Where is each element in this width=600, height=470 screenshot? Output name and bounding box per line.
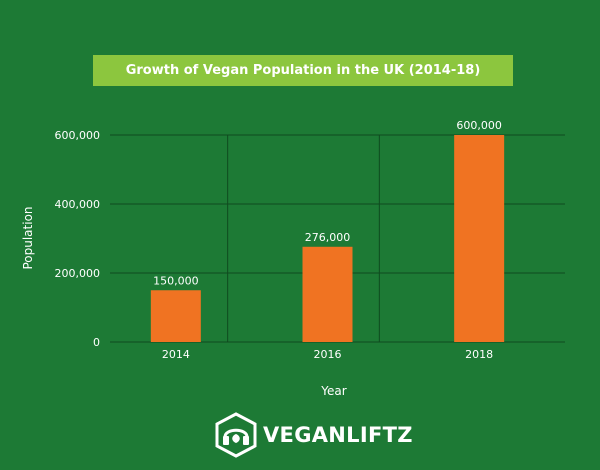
x-axis-title: Year bbox=[320, 384, 346, 398]
bar bbox=[302, 246, 353, 342]
bar bbox=[454, 135, 505, 342]
y-axis-title: Population bbox=[21, 206, 35, 269]
y-tick-label: 0 bbox=[93, 336, 100, 349]
brand-name: VEGANLIFTZ bbox=[263, 423, 413, 447]
x-tick-label: 2016 bbox=[314, 348, 342, 361]
data-label: 600,000 bbox=[456, 119, 502, 132]
x-tick-label: 2018 bbox=[465, 348, 493, 361]
y-tick-label: 400,000 bbox=[55, 198, 101, 211]
bar bbox=[150, 290, 201, 342]
veganliftz-logo-icon bbox=[215, 412, 257, 458]
data-label: 276,000 bbox=[305, 231, 351, 244]
y-tick-label: 200,000 bbox=[55, 267, 101, 280]
data-label: 150,000 bbox=[153, 274, 199, 287]
chart-title: Growth of Vegan Population in the UK (20… bbox=[93, 55, 513, 86]
veganliftz-logo: VEGANLIFTZ bbox=[213, 412, 413, 458]
y-tick-label: 600,000 bbox=[55, 129, 101, 142]
x-tick-label: 2014 bbox=[162, 348, 190, 361]
